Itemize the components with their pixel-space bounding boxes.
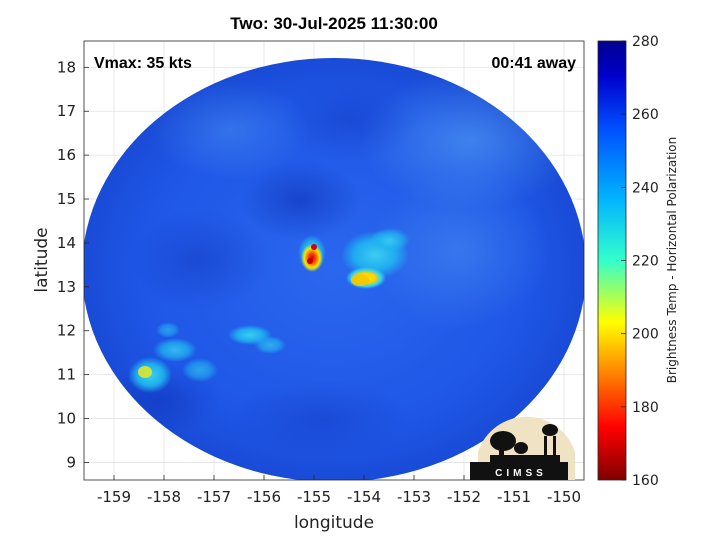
y-tick-label: 11 [57, 366, 76, 384]
y-axis-label: latitude [32, 227, 52, 292]
colorbar-tick-label: 280 [632, 34, 659, 50]
colorbar: 280 260 240 220 200 180 160 Brightness Temp - … [597, 34, 679, 489]
x-tick-label: -153 [397, 488, 431, 506]
time-away-annotation: 00:41 away [491, 55, 576, 72]
y-tick-label: 10 [57, 410, 76, 428]
colorbar-tick-label: 220 [632, 254, 659, 270]
plot-frame [83, 40, 585, 481]
x-tick-label: -158 [147, 488, 181, 506]
y-tick-label: 17 [57, 102, 76, 120]
colorbar-label: Brightness Temp - Horizontal Polarizatio… [665, 137, 679, 384]
x-tick-label: -155 [297, 488, 331, 506]
plot-area: -159 -158 -157 -156 -155 -154 -153 -152 -151 -150… [57, 40, 585, 506]
colorbar-tick-label: 160 [632, 473, 659, 489]
x-tick-label: -154 [347, 488, 381, 506]
convective-core [301, 244, 323, 272]
colorbar-ticks: 280 260 240 220 200 180 160 [621, 34, 659, 489]
x-tick-label: -159 [97, 488, 131, 506]
colorbar-tick-label: 260 [632, 107, 659, 123]
y-tick-label: 15 [57, 190, 76, 208]
y-tick-label: 18 [57, 58, 76, 76]
y-tick-label: 16 [57, 146, 76, 164]
y-tick-label: 14 [57, 234, 76, 252]
y-tick-label: 12 [57, 322, 76, 340]
x-axis-label: longitude [294, 513, 374, 533]
axis-ticks: -159 -158 -157 -156 -155 -154 -153 -152 -151 -150… [57, 58, 581, 506]
colorbar-tick-label: 180 [632, 400, 659, 416]
x-tick-label: -152 [447, 488, 481, 506]
colorbar-tick-label: 240 [632, 180, 659, 196]
colorbar-tick-label: 200 [632, 327, 659, 343]
cimss-logo: CIMSS [470, 416, 575, 480]
x-tick-label: -150 [547, 488, 581, 506]
x-tick-label: -151 [497, 488, 531, 506]
cimss-logo-text: CIMSS [495, 468, 547, 479]
figure-title: Two: 30-Jul-2025 11:30:00 [230, 14, 438, 33]
microwave-swath [84, 58, 584, 480]
x-tick-label: -156 [247, 488, 281, 506]
x-tick-label: -157 [197, 488, 231, 506]
y-tick-label: 13 [57, 278, 76, 296]
vmax-annotation: Vmax: 35 kts [94, 55, 192, 72]
y-tick-label: 9 [66, 453, 76, 471]
